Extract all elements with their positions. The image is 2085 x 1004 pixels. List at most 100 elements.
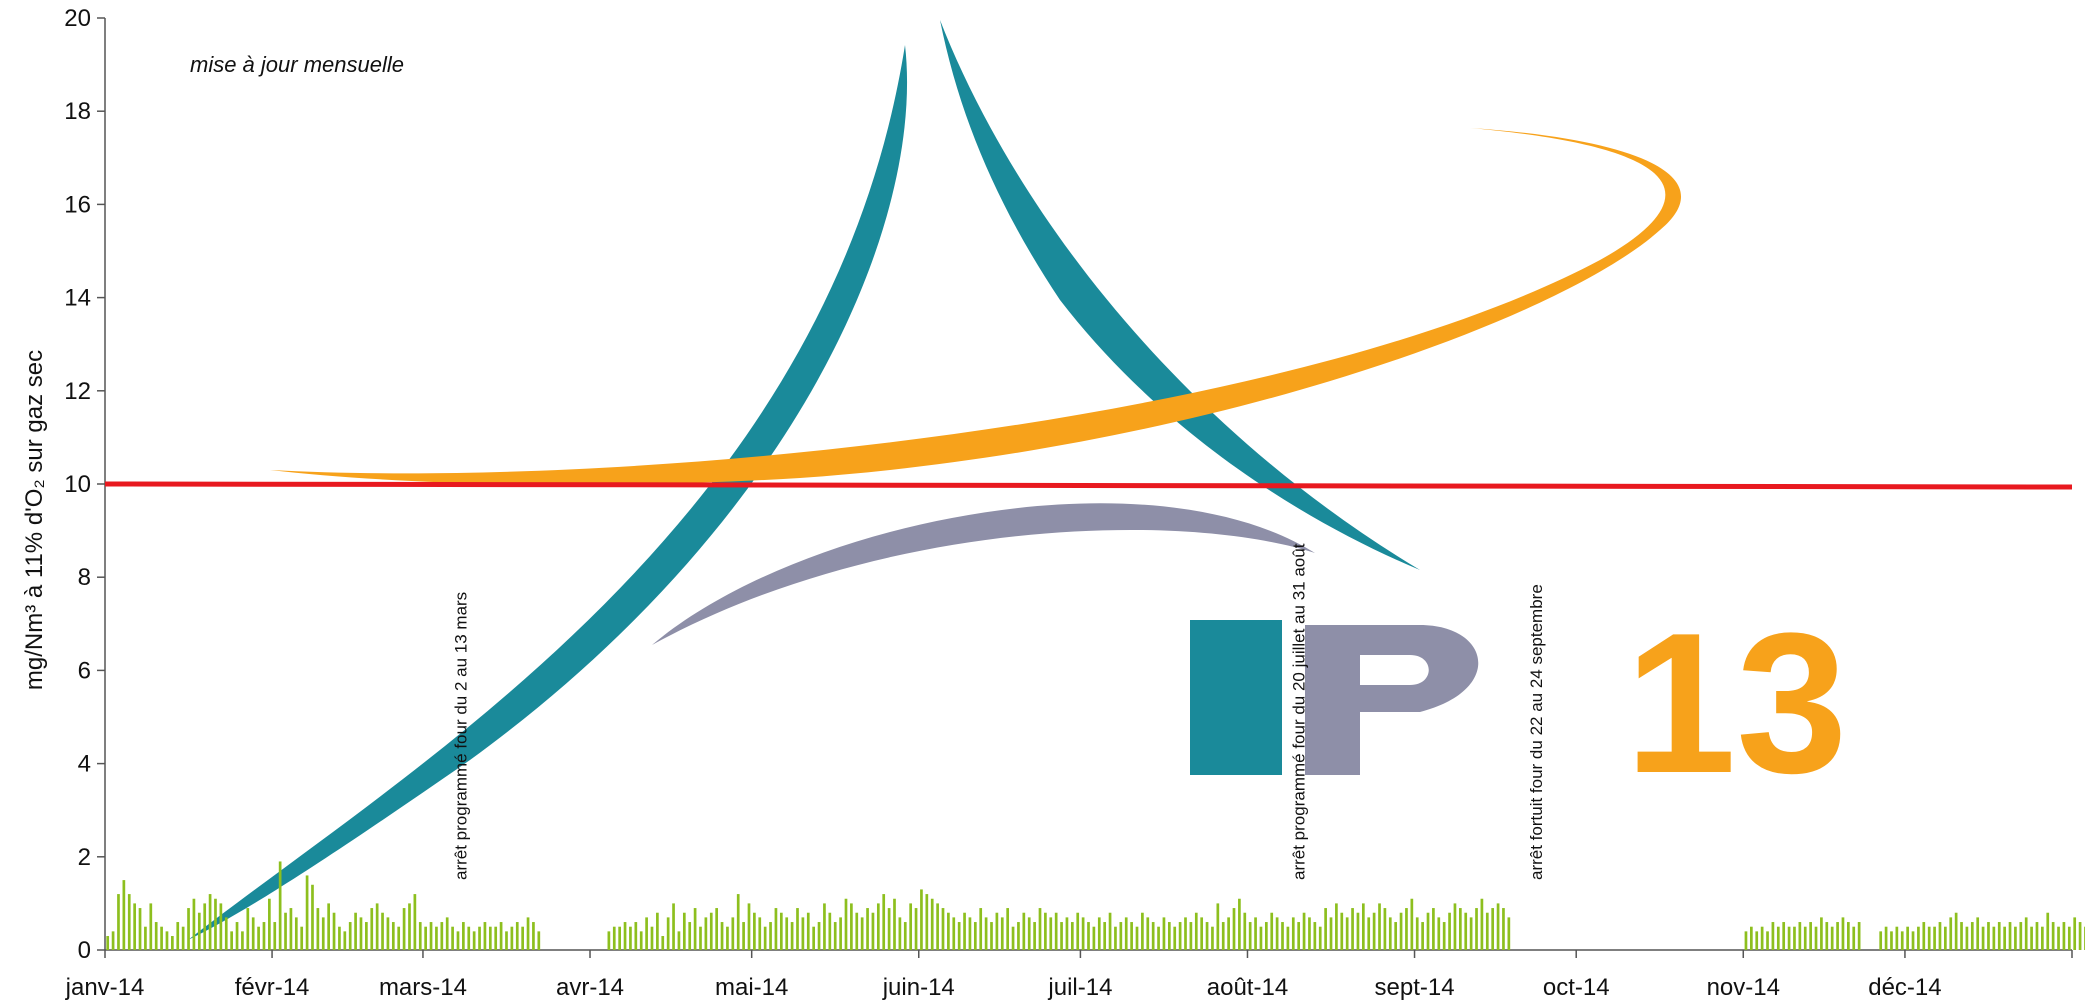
bar: [1205, 922, 1209, 950]
bar: [1081, 917, 1085, 950]
bar: [1388, 917, 1392, 950]
bar: [785, 917, 789, 950]
bar: [801, 917, 805, 950]
bar: [435, 926, 438, 950]
bar: [1949, 917, 1953, 950]
bar: [995, 912, 999, 950]
bar: [1965, 926, 1969, 950]
bar: [796, 908, 799, 950]
bar: [294, 917, 298, 950]
bar: [1076, 912, 1080, 950]
bar: [747, 903, 751, 950]
bar: [1313, 922, 1317, 950]
bar: [968, 917, 972, 950]
bar: [1027, 917, 1031, 950]
x-tick-label: nov-14: [1707, 974, 1780, 1001]
bar: [284, 912, 287, 950]
bar: [736, 894, 740, 950]
bar: [2024, 917, 2028, 950]
bar: [149, 903, 153, 950]
bar: [1997, 922, 2001, 950]
bar: [413, 894, 417, 950]
bar: [478, 926, 481, 950]
bar: [483, 922, 487, 950]
bar: [839, 917, 842, 950]
bar: [909, 903, 913, 950]
bar: [359, 917, 363, 950]
y-tick-label: 18: [64, 98, 91, 125]
x-tick-label: oct-14: [1543, 974, 1610, 1001]
bar: [138, 908, 142, 950]
bar: [1361, 903, 1365, 950]
bar: [639, 931, 643, 950]
bar: [1987, 922, 1990, 950]
x-tick-label: mai-14: [715, 974, 788, 1001]
bar: [181, 926, 185, 950]
bar: [623, 922, 627, 950]
bar: [866, 908, 869, 950]
bar: [1458, 908, 1462, 950]
bar: [1329, 917, 1333, 950]
bar: [1825, 922, 1829, 950]
bar: [224, 917, 228, 950]
bar: [1200, 917, 1204, 950]
gap-annotation: arrêt programmé four du 2 au 13 mars: [452, 592, 471, 880]
bar: [2014, 926, 2017, 950]
bar: [1356, 912, 1360, 950]
bar: [1820, 917, 1823, 950]
logo-orange-swoosh: [270, 128, 1682, 485]
bar: [1475, 908, 1478, 950]
bar: [1771, 922, 1775, 950]
limit-line: [104, 481, 2073, 490]
bar: [1022, 912, 1026, 950]
bar: [2046, 912, 2050, 950]
bar: [1141, 912, 1144, 950]
bar: [1049, 917, 1053, 950]
bar: [532, 922, 535, 950]
bar: [1173, 926, 1177, 950]
bar: [332, 912, 336, 950]
bar: [1879, 931, 1883, 950]
x-tick-label: déc-14: [1868, 974, 1941, 1001]
bar: [1006, 908, 1010, 950]
bar: [893, 898, 896, 950]
bar: [990, 922, 993, 950]
bar: [806, 912, 810, 950]
bar: [133, 903, 136, 950]
y-axis: 0 2 4 6 8 10 12 14 16 18 20: [64, 5, 106, 964]
bar: [365, 922, 368, 950]
bar: [1000, 917, 1004, 950]
bar: [214, 898, 217, 950]
bar: [1119, 922, 1123, 950]
bar: [758, 917, 762, 950]
bar: [1981, 926, 1985, 950]
bar: [817, 922, 821, 950]
bar: [235, 922, 239, 950]
x-axis: janv-14 févr-14 mars-14 avr-14 mai-14 juin-14…: [65, 949, 2073, 1001]
bar: [241, 931, 244, 950]
bar: [753, 912, 756, 950]
bar: [402, 908, 406, 950]
y-tick-label: 2: [78, 844, 91, 871]
y-tick-label: 16: [64, 191, 91, 218]
bar: [979, 908, 983, 950]
bar: [1496, 903, 1500, 950]
bar: [1793, 926, 1796, 950]
bar: [370, 908, 374, 950]
bar: [947, 912, 950, 950]
bar: [526, 917, 530, 950]
bar: [1318, 926, 1322, 950]
bar: [154, 922, 158, 950]
bar: [925, 894, 929, 950]
bar: [699, 926, 702, 950]
bar: [936, 903, 939, 950]
bar: [1038, 908, 1042, 950]
bar: [1922, 922, 1926, 950]
bar: [844, 898, 848, 950]
bar: [354, 912, 357, 950]
bar: [1184, 917, 1187, 950]
bar: [1151, 922, 1155, 950]
bar: [1372, 912, 1376, 950]
bar: [1426, 912, 1430, 950]
bar: [876, 903, 880, 950]
